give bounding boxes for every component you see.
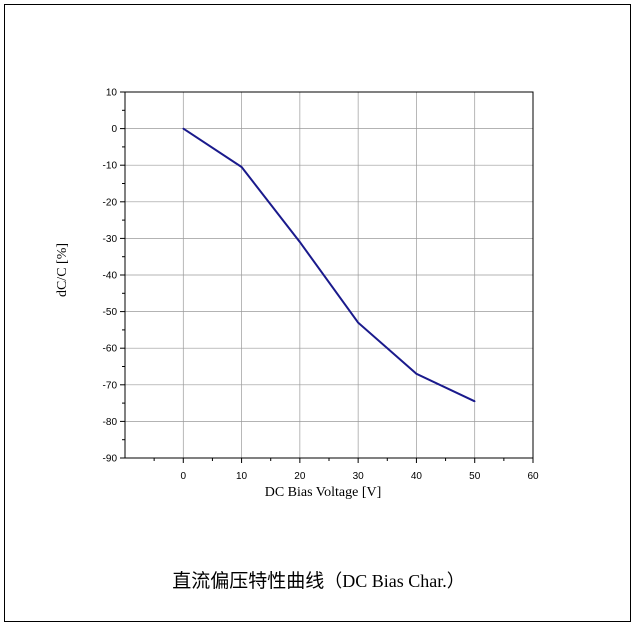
- y-tick-label: -30: [103, 234, 118, 245]
- x-tick-label: 60: [527, 471, 539, 482]
- figure-caption: 直流偏压特性曲线（DC Bias Char.）: [0, 566, 637, 593]
- x-tick-label: 0: [181, 471, 187, 482]
- data-point: [473, 400, 476, 403]
- series-line: [182, 127, 476, 403]
- data-point: [357, 321, 359, 324]
- data-point: [182, 127, 185, 130]
- x-tick-label: 30: [353, 471, 365, 482]
- caption-cjk: 直流偏压特性曲线: [172, 570, 325, 592]
- x-tick-label: 20: [294, 471, 306, 482]
- y-tick-label: -70: [103, 380, 118, 391]
- x-tick-label: 40: [411, 471, 423, 482]
- grid-lines: [125, 92, 533, 458]
- x-axis-label: DC Bias Voltage [V]: [265, 485, 382, 500]
- y-tick-label: 0: [111, 124, 117, 135]
- y-tick-label: -90: [103, 454, 118, 465]
- data-point: [299, 241, 301, 243]
- y-tick-label: 10: [106, 88, 118, 99]
- axis-ticks: 0 10 20 30 40 50 60 10 0 -10 -20 -30 -40 -50 -60 -70 -80…: [103, 88, 539, 483]
- x-tick-label: 10: [236, 471, 248, 482]
- y-tick-label: -20: [103, 197, 118, 208]
- caption-latin: （DC Bias Char.）: [324, 571, 465, 591]
- y-tick-label: -60: [103, 344, 118, 355]
- y-tick-label: -50: [103, 307, 118, 318]
- y-tick-label: -10: [103, 161, 118, 172]
- x-tick-label: 50: [469, 471, 481, 482]
- data-point: [240, 166, 243, 168]
- y-tick-label: -80: [103, 417, 118, 428]
- figure-frame: [4, 4, 631, 622]
- y-axis-label: dC/C [%]: [55, 243, 70, 297]
- y-tick-label: -40: [103, 271, 118, 282]
- series-group: [182, 127, 476, 403]
- data-point: [415, 373, 418, 375]
